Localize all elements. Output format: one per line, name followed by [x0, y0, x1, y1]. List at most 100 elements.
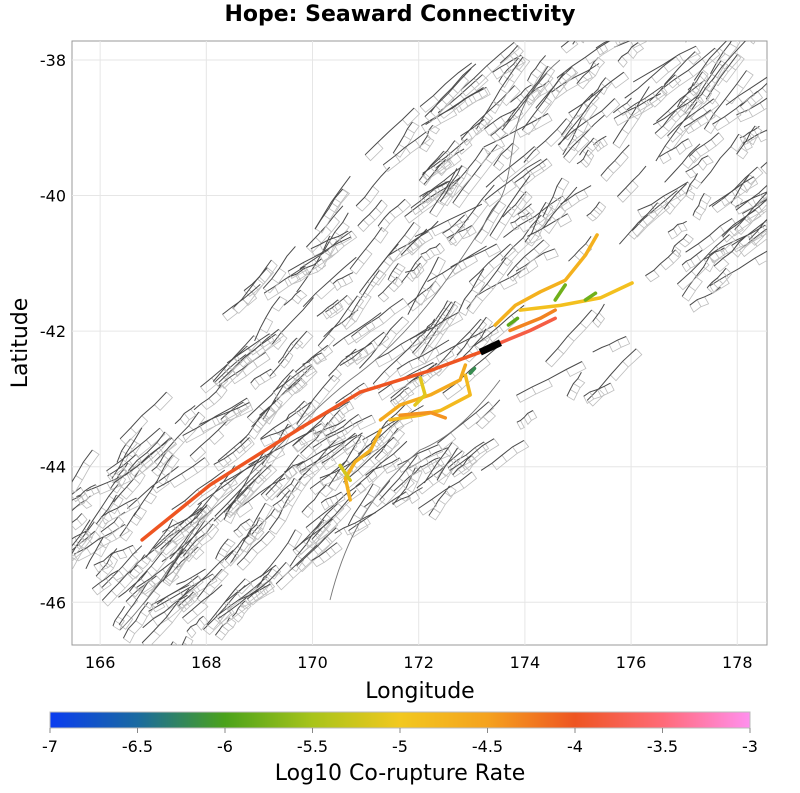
fault-trace [332, 312, 382, 347]
colorbar-tick-label: -3 [742, 737, 758, 756]
fault-dip-outline [711, 41, 756, 87]
fault-trace [502, 65, 549, 127]
fault-dip-outline [768, 91, 800, 139]
fault-trace [289, 519, 325, 568]
fault-dip-outline [563, 135, 590, 164]
fault-trace [632, 45, 697, 83]
fault-trace [612, 97, 632, 114]
fault-trace [305, 482, 362, 528]
fault-trace [302, 256, 357, 308]
fault-trace [439, 165, 463, 202]
fault-dip-outline [544, 0, 568, 6]
fault-trace [442, 214, 465, 234]
fault-trace [685, 173, 698, 196]
fault-trace [557, 98, 616, 146]
fault-trace [404, 176, 462, 217]
colorbar-label: Log10 Co-rupture Rate [275, 761, 526, 786]
fault-dip-outline [163, 546, 205, 585]
x-axis-label: Longitude [365, 679, 474, 704]
fault-trace [375, 326, 431, 361]
fault-dip-outline [499, 275, 518, 290]
fault-dip-outline [410, 181, 453, 216]
fault-dip-outline [123, 601, 156, 644]
fault-dip-outline [793, 97, 800, 124]
fault-trace [377, 198, 406, 227]
fault-dip-outline [673, 0, 725, 20]
fault-trace [217, 585, 264, 620]
fault-dip-outline [341, 315, 356, 330]
fault-trace [449, 184, 495, 242]
fault-dip-outline [355, 185, 380, 212]
fault-trace [314, 188, 344, 230]
fault-dip-outline [73, 524, 130, 562]
fault-trace [327, 409, 340, 425]
y-tick-label: -40 [40, 187, 66, 206]
fault-trace [215, 538, 229, 560]
fault-trace [693, 41, 728, 81]
fault-trace [296, 434, 358, 467]
fault-dip-outline [507, 239, 550, 282]
fault-dip-outline [478, 316, 493, 334]
x-axis-ticks: 166 168 170 172 174 176 178 [85, 653, 753, 672]
fault-trace [401, 255, 422, 283]
fault-trace [276, 477, 295, 498]
fault-dip-outline [551, 70, 593, 100]
fault-trace [260, 425, 292, 440]
rupture-traces [140, 233, 634, 542]
fault-trace [286, 378, 302, 393]
fault-trace [351, 298, 404, 337]
fault-trace [527, 55, 546, 82]
fault-dip-outline [80, 500, 93, 509]
fault-dip-outline [387, 263, 406, 285]
fault-trace [199, 402, 250, 425]
rupture-trace [498, 316, 557, 345]
colorbar-tick-label: -5.5 [297, 737, 328, 756]
fault-trace [667, 98, 715, 137]
fault-trace [101, 497, 137, 518]
fault-dip-outline [215, 538, 236, 564]
fault-dip-outline [178, 591, 199, 613]
fault-dip-outline [554, 0, 589, 22]
fault-trace [503, 195, 563, 238]
fault-trace [283, 460, 304, 473]
fault-dip-outline [515, 248, 559, 279]
fault-trace [260, 401, 311, 439]
fault-trace [643, 13, 671, 28]
fault-dip-outline [510, 212, 535, 231]
fault-dip-outline [154, 411, 206, 468]
rupture-trace [338, 463, 352, 483]
fault-trace [734, 191, 767, 231]
fault-trace [480, 439, 525, 471]
fault-dip-outline [91, 569, 125, 596]
fault-trace [285, 400, 305, 421]
fault-trace [660, 47, 716, 91]
fault-trace [357, 419, 400, 455]
fault-dip-outline [545, 309, 599, 368]
fault-trace [112, 606, 126, 627]
fault-dip-outline [709, 257, 767, 294]
fault-dip-outline [617, 42, 645, 68]
fault-dip-outline [777, 126, 800, 157]
colorbar-tick-label: -6 [217, 737, 233, 756]
fault-trace [349, 227, 383, 270]
fault-dip-outline [283, 461, 308, 480]
fault-trace [775, 141, 800, 185]
fault-dip-outline [458, 278, 486, 317]
fault-trace [268, 473, 306, 531]
fault-trace [160, 504, 208, 550]
y-axis-label: Latitude [8, 298, 33, 389]
fault-dip-outline [516, 410, 538, 430]
fault-trace [576, 149, 589, 165]
fault-dip-outline [774, 174, 800, 202]
fault-dip-outline [215, 617, 237, 641]
fault-dip-outline [320, 491, 346, 511]
fault-trace [683, 109, 712, 128]
fault-dip-outline [586, 201, 607, 222]
fault-dip-outline [325, 414, 364, 444]
fault-trace [492, 56, 524, 102]
fault-trace [624, 56, 677, 99]
fault-trace [226, 333, 270, 364]
fault-dip-outline [401, 477, 415, 491]
fault-trace [768, 68, 789, 102]
fault-trace [176, 568, 206, 585]
